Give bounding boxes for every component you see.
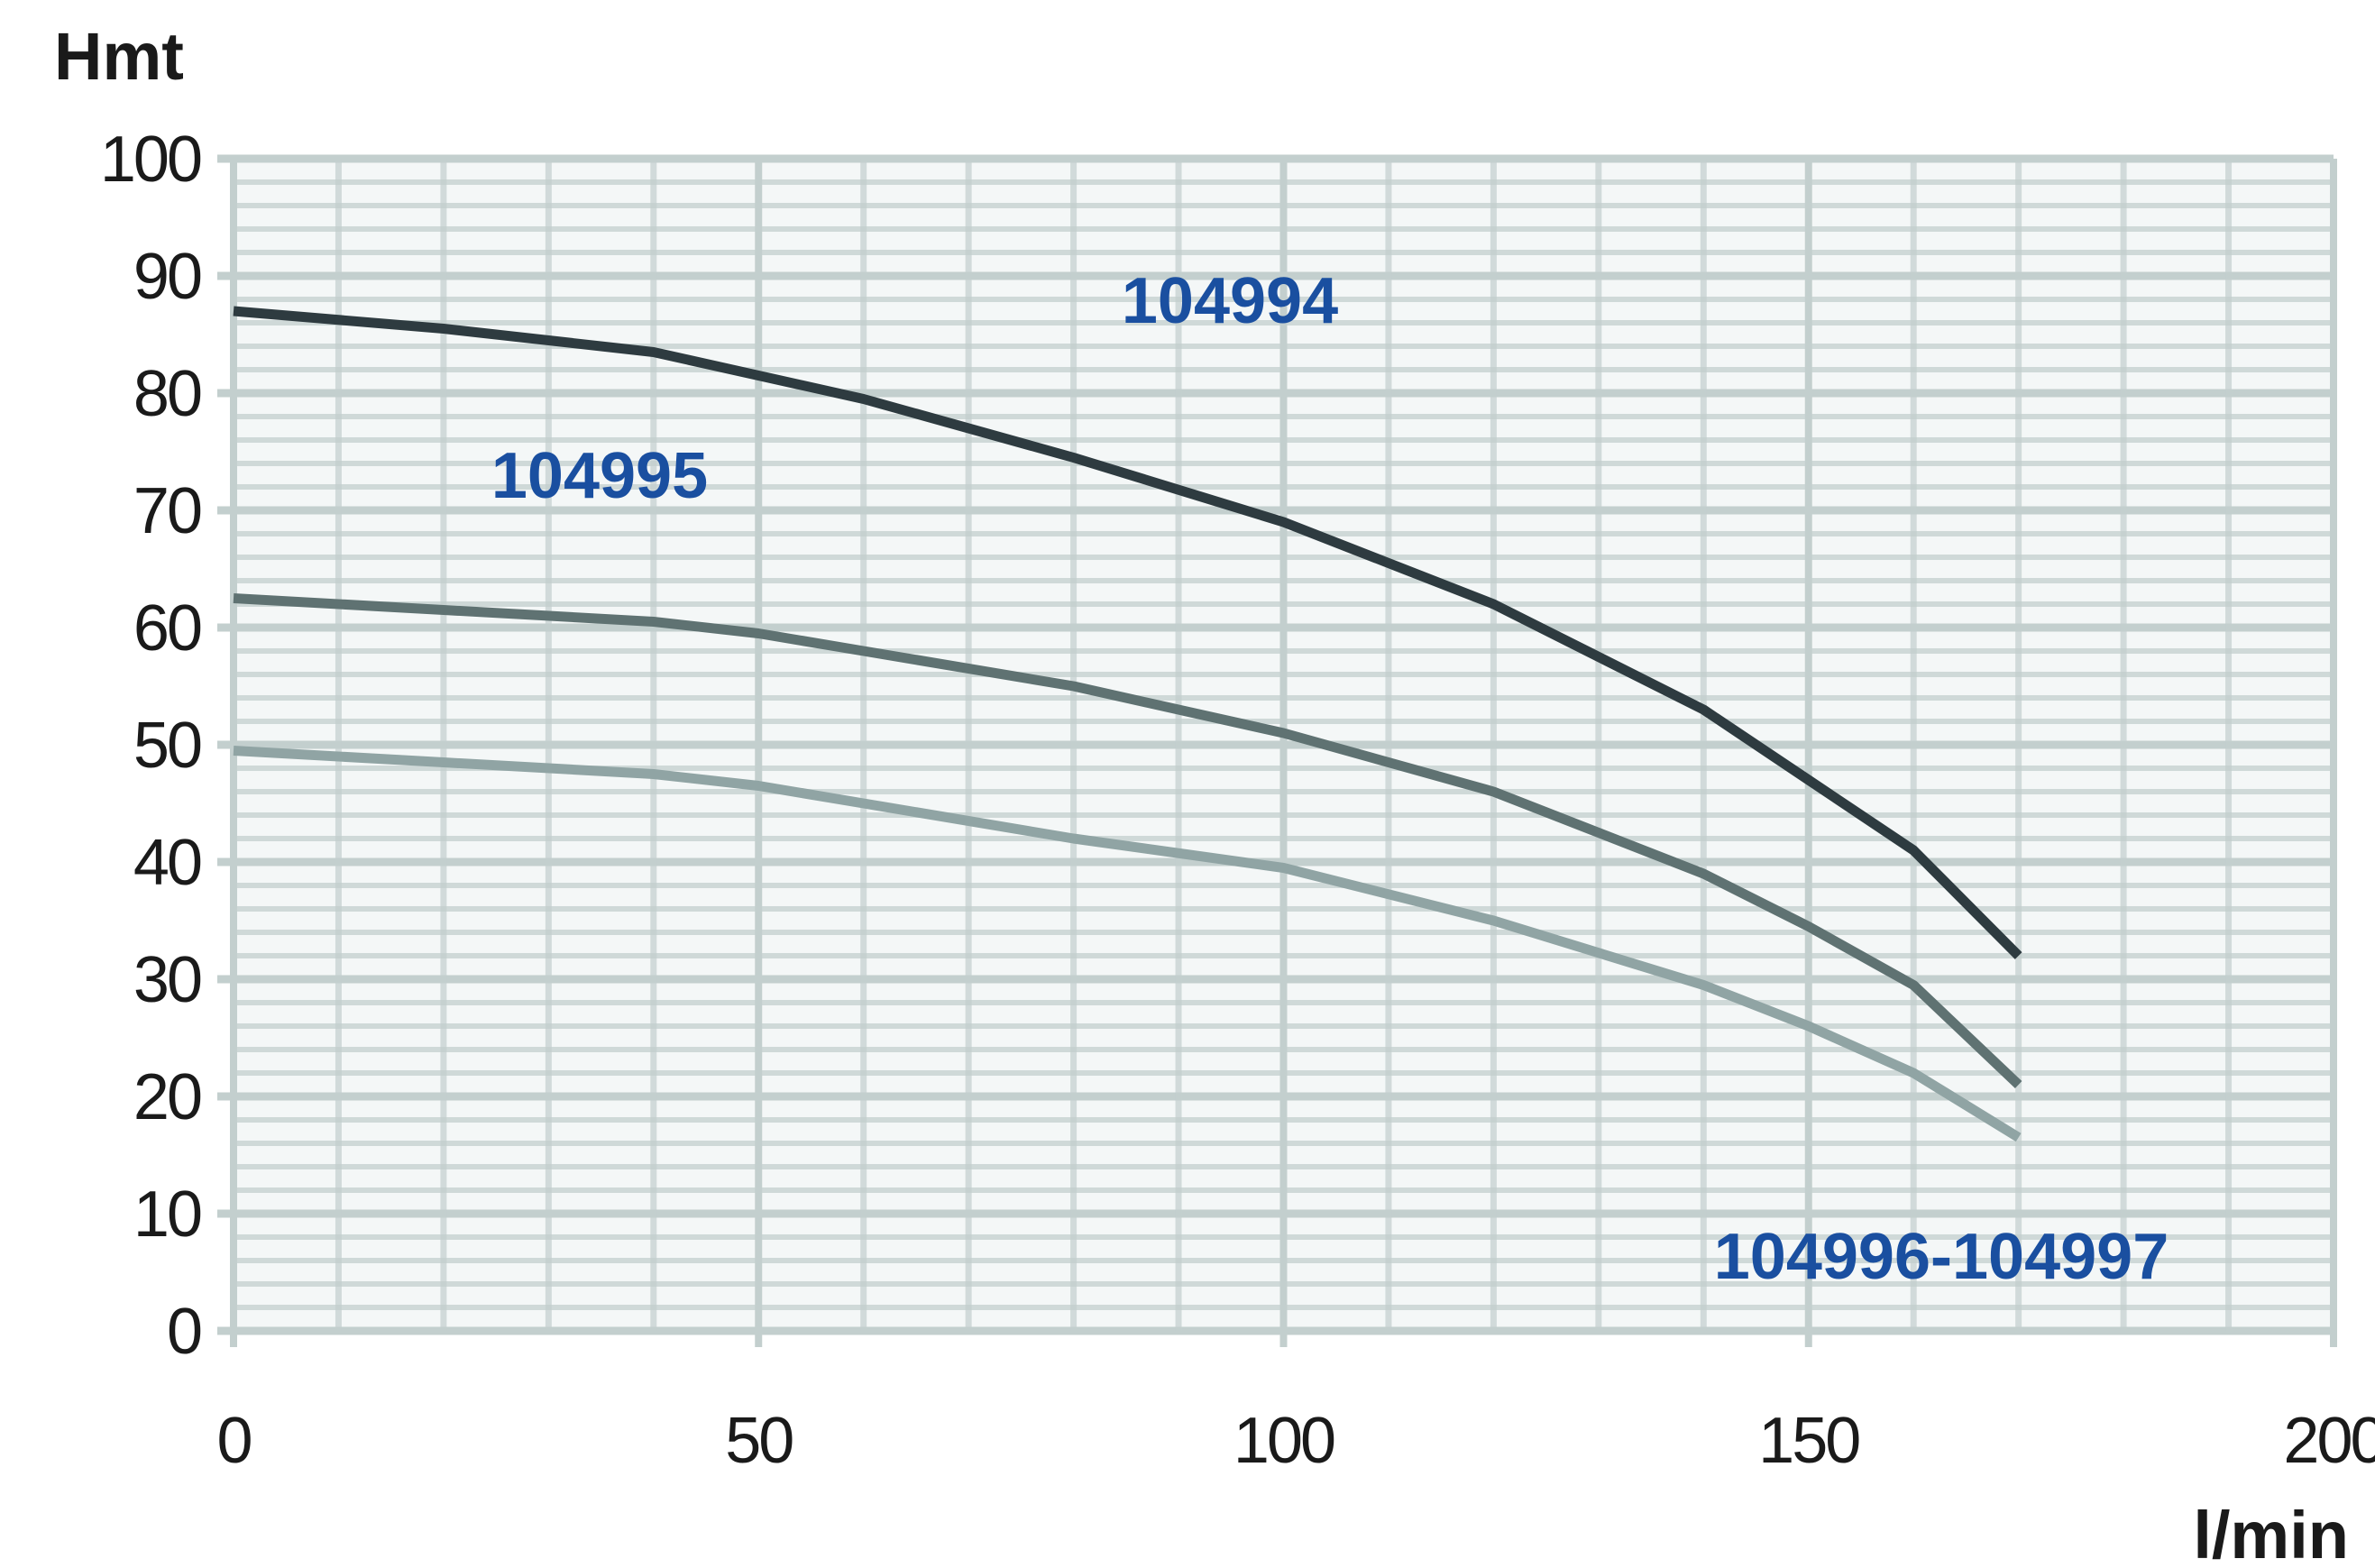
series-label-104994: 104994	[1122, 265, 1338, 337]
series-label-104995: 104995	[491, 440, 708, 512]
y-tick-label: 100	[100, 124, 201, 196]
series-line-104994	[233, 306, 2022, 959]
series-line-104996-104997	[233, 746, 2022, 1142]
y-axis-title: Hmt	[54, 19, 184, 94]
y-tick-label: 50	[133, 710, 201, 782]
x-tick-label: 100	[1233, 1405, 1334, 1477]
grid	[217, 154, 2337, 1347]
x-tick-labels: 0 50 100 150 200	[216, 1405, 2375, 1477]
y-tick-label: 90	[133, 241, 201, 313]
x-axis-title: l/min	[2193, 1498, 2349, 1568]
y-tick-label: 20	[133, 1061, 201, 1133]
y-tick-labels: 0 10 20 30 40 50 60 70 80 90 100	[100, 124, 204, 1368]
series-line-104995	[233, 593, 2022, 1088]
x-tick-label: 150	[1758, 1405, 1859, 1477]
series-label-104996-104997: 104996-104997	[1714, 1221, 2169, 1293]
x-tick-label: 50	[725, 1405, 793, 1477]
y-tick-label: 10	[133, 1178, 201, 1251]
y-tick-label: 0	[167, 1296, 201, 1368]
y-tick-label: 30	[133, 944, 201, 1016]
y-tick-label: 70	[133, 475, 201, 547]
curves	[233, 306, 2022, 1142]
y-tick-label: 40	[133, 827, 201, 899]
y-tick-label: 80	[133, 358, 201, 430]
x-tick-label: 200	[2283, 1405, 2375, 1477]
y-tick-label: 60	[133, 592, 201, 665]
x-tick-label: 0	[216, 1405, 251, 1477]
